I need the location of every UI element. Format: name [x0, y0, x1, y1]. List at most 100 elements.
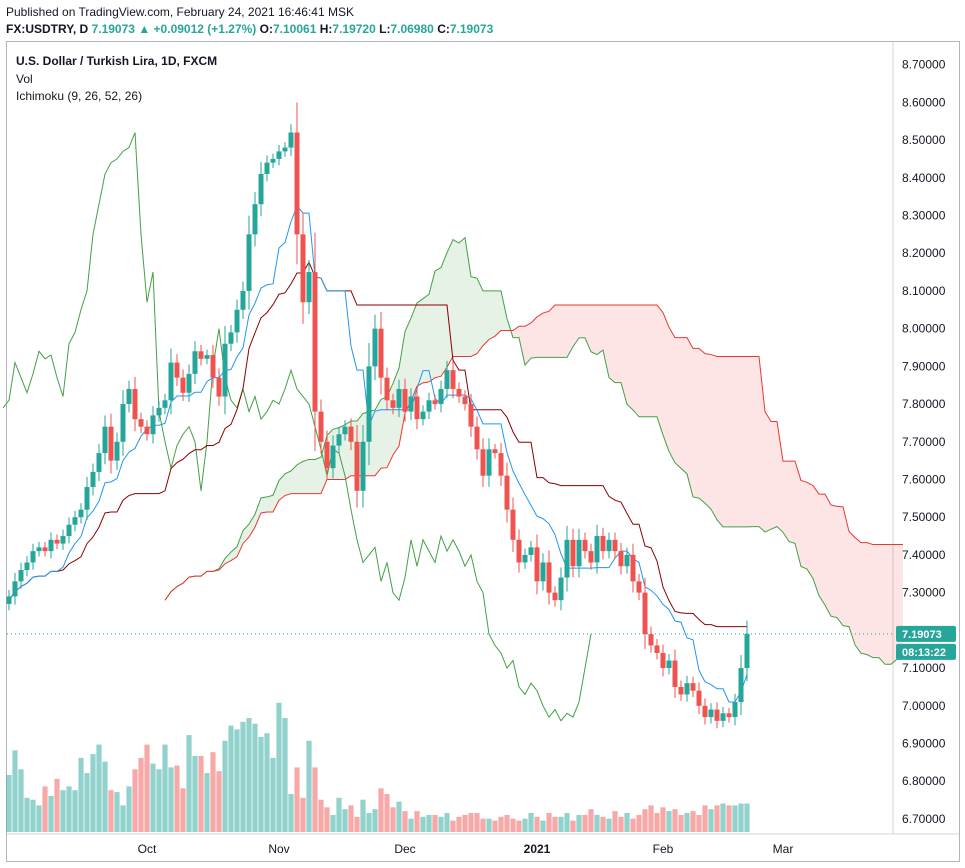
- volume-bar: [576, 814, 582, 832]
- cloud-segment: [819, 494, 825, 606]
- price-tick-label: 7.00000: [902, 699, 946, 713]
- candle-body: [480, 449, 486, 476]
- candle-body: [708, 709, 714, 718]
- volume-bars: [6, 702, 750, 832]
- candlesticks: [6, 102, 750, 729]
- leading-span-a-line: [164, 236, 904, 665]
- cloud-segment: [579, 305, 585, 338]
- candle-body: [48, 539, 54, 552]
- cloud-segment: [459, 237, 465, 357]
- cloud-segment: [567, 305, 573, 358]
- cloud-segment: [513, 326, 519, 338]
- volume-bar: [54, 778, 60, 832]
- open-value: 7.10061: [272, 22, 317, 36]
- time-tick-label: Nov: [268, 842, 289, 856]
- candle-body: [186, 373, 192, 393]
- candle-body: [612, 539, 618, 552]
- candle-body: [522, 554, 528, 563]
- candle-body: [258, 174, 264, 205]
- price-tick-label: 7.10000: [902, 661, 946, 675]
- candle-body: [690, 683, 696, 691]
- volume-bar: [570, 820, 576, 832]
- volume-bar: [366, 813, 372, 832]
- candle-body: [426, 400, 432, 412]
- volume-bar: [24, 797, 30, 832]
- conversion-line: [8, 205, 748, 703]
- volume-bar: [294, 767, 300, 832]
- cloud-segment: [279, 473, 285, 501]
- volume-bar: [720, 803, 726, 832]
- price-tick-label: 6.90000: [902, 736, 946, 750]
- cloud-segment: [273, 480, 279, 513]
- cloud-segment: [741, 356, 747, 527]
- price-tick-label: 7.90000: [902, 359, 946, 373]
- candle-body: [390, 400, 396, 408]
- high-label: H:: [319, 22, 333, 36]
- candle-body: [108, 426, 114, 461]
- price-tick-label: 8.30000: [902, 208, 946, 222]
- lagging-span-line: [2, 132, 592, 722]
- volume-bar: [348, 805, 354, 832]
- candle-body: [414, 396, 420, 420]
- candle-body: [714, 709, 720, 721]
- volume-bar: [384, 794, 390, 832]
- candle-body: [438, 388, 444, 405]
- time-axis: Oct Nov Dec 2021 Feb Mar: [138, 842, 794, 856]
- cloud-segment: [705, 353, 711, 510]
- volume-bar: [462, 814, 468, 832]
- volume-bar: [600, 816, 606, 832]
- volume-bar: [618, 816, 624, 832]
- volume-bar: [258, 737, 264, 832]
- chart-frame[interactable]: [6, 41, 960, 862]
- volume-bar: [288, 794, 294, 832]
- volume-bar: [684, 813, 690, 832]
- cloud-segment: [777, 421, 783, 533]
- countdown-tag-bg: [896, 643, 956, 660]
- volume-bar: [276, 702, 282, 832]
- last-price: 7.19073: [91, 22, 135, 36]
- volume-bar: [150, 763, 156, 832]
- volume-bar: [606, 818, 612, 832]
- candle-body: [324, 441, 330, 469]
- cloud-segment: [789, 461, 795, 544]
- volume-bar: [156, 769, 162, 832]
- cloud-segment: [441, 252, 447, 377]
- volume-bar: [6, 775, 12, 832]
- price-tick-label: 7.70000: [902, 435, 946, 449]
- ichimoku-cloud: [165, 237, 903, 665]
- cloud-segment: [813, 485, 819, 596]
- candle-body: [408, 396, 414, 412]
- volume-bar: [102, 761, 108, 832]
- candle-body: [528, 547, 534, 555]
- volume-bar: [18, 769, 24, 832]
- volume-bar: [510, 818, 516, 832]
- volume-bar: [30, 799, 36, 832]
- volume-bar: [486, 818, 492, 832]
- volume-bar: [246, 718, 252, 832]
- candle-body: [582, 539, 588, 552]
- candle-body: [396, 388, 402, 408]
- volume-bar: [240, 721, 246, 832]
- cloud-segment: [531, 316, 537, 359]
- candle-body: [276, 151, 282, 159]
- candle-body: [588, 551, 594, 563]
- cloud-segment: [663, 312, 669, 452]
- candle-body: [558, 577, 564, 601]
- volume-bar: [534, 816, 540, 832]
- cloud-segment: [801, 480, 807, 570]
- candle-body: [174, 362, 180, 378]
- cloud-segment: [609, 305, 615, 383]
- cloud-segment: [285, 471, 291, 496]
- high-value: 7.19720: [332, 22, 376, 36]
- candle-body: [36, 547, 42, 552]
- ichimoku-lines: [2, 132, 904, 722]
- close-value: 7.19073: [449, 22, 494, 36]
- cloud-segment: [411, 302, 417, 402]
- volume-bar: [738, 803, 744, 832]
- cloud-segment: [615, 305, 621, 383]
- volume-bar: [414, 811, 420, 832]
- candle-body: [474, 426, 480, 450]
- cloud-segment: [849, 531, 855, 645]
- volume-bar: [204, 773, 210, 832]
